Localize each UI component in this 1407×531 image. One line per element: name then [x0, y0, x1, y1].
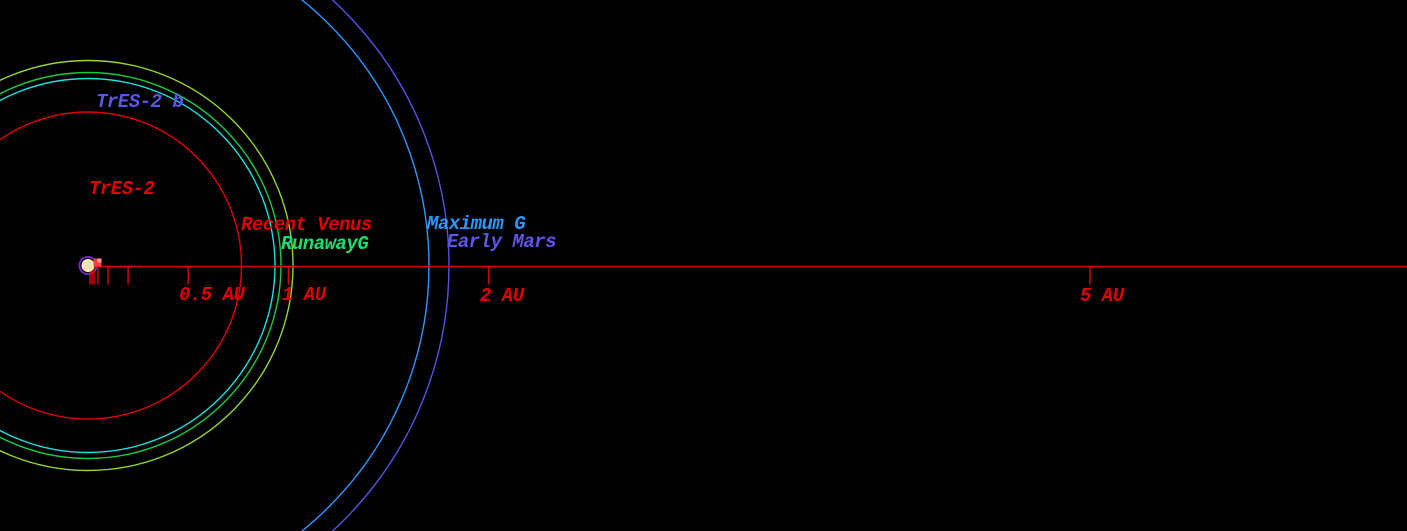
- orbit-circle-recent-venus: [0, 111, 243, 420]
- star-name-label: TrES-2: [89, 178, 155, 200]
- recent-venus-label: Recent Venus: [241, 214, 372, 236]
- orbit-circle-outer-green-yellow: [0, 59, 294, 472]
- early-mars-label: Early Mars: [447, 231, 557, 253]
- orbit-circle-runaway-greenhouse: [0, 71, 282, 460]
- axis-tick-label-0.5au: 0.5 AU: [179, 284, 245, 306]
- star-symbol: [81, 259, 95, 272]
- planet-marker-highlight: [97, 258, 102, 263]
- axis-tick-label-5au: 5 AU: [1080, 285, 1124, 307]
- orbit-circle-inner-cyan-boundary: [0, 77, 276, 454]
- orbit-circle-early-mars: [331, 0, 450, 531]
- planet-name-label: TrES-2 b: [96, 91, 184, 113]
- axis-tick-label-2au: 2 AU: [480, 285, 524, 307]
- orbit-circle-maximum-greenhouse: [300, 0, 430, 531]
- maximum-greenhouse-label: Maximum G: [427, 213, 526, 235]
- axis-tick-label-1au: 1 AU: [282, 284, 326, 306]
- runaway-greenhouse-label: RunawayG: [281, 233, 369, 255]
